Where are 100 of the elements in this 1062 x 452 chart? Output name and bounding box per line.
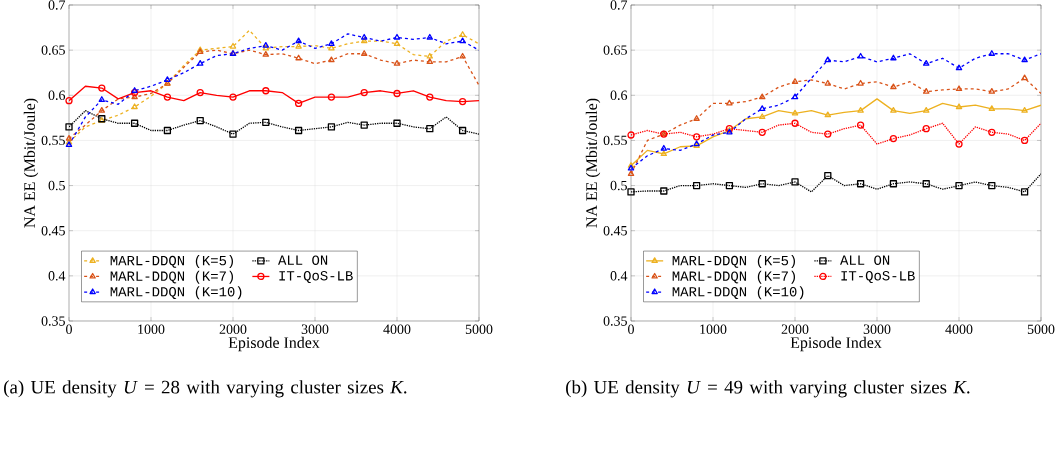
point (922, 125, 930, 133)
legend-label: MARL-DDQN (K=5) (110, 255, 233, 269)
point (196, 60, 204, 66)
point (327, 123, 336, 131)
point (791, 178, 799, 186)
point (988, 50, 996, 56)
legend-label: IT-QoS-LB (841, 271, 915, 284)
point (726, 99, 733, 106)
point (163, 93, 172, 101)
point (131, 87, 138, 93)
y-tick-label: 0.35 (603, 316, 627, 326)
point (693, 115, 700, 121)
y-tick-label: 0.45 (41, 225, 65, 236)
point (229, 93, 237, 101)
point (955, 140, 963, 148)
x-tick-label: 2000 (219, 324, 247, 334)
point (294, 99, 303, 108)
y-tick-label: 0.65 (41, 45, 65, 55)
point (294, 126, 303, 135)
point (824, 79, 832, 86)
point (65, 123, 73, 131)
point (824, 171, 832, 180)
point (692, 181, 701, 190)
point (360, 33, 368, 40)
y-tick-label: 0.6 (610, 90, 628, 101)
text: (a) UE density U = 28 with varying cluster sizes K. (4, 380, 407, 398)
point (98, 96, 106, 102)
point (131, 103, 138, 110)
legend-label: MARL-DDQN (K=7) (110, 270, 233, 284)
point (857, 79, 864, 86)
y-tick-label: 0.6 (48, 90, 66, 101)
point (791, 93, 799, 100)
point (360, 50, 368, 56)
point (922, 180, 930, 188)
y-tick-label: 0.35 (41, 316, 65, 326)
x-tick-label: 5000 (1027, 324, 1055, 334)
point (988, 88, 996, 94)
point (692, 133, 701, 141)
point (791, 119, 799, 127)
point (426, 33, 434, 40)
point (857, 52, 864, 59)
point (98, 84, 106, 92)
point (627, 170, 635, 176)
point (458, 97, 467, 106)
point (393, 40, 401, 46)
point (922, 106, 930, 113)
point (890, 106, 897, 113)
point (459, 37, 466, 44)
point (890, 83, 897, 90)
y-tick-label: 0.65 (603, 45, 627, 55)
y-axis-title: NA EE (Mbit/Joule) (23, 98, 39, 228)
y-tick-label: 0.4 (48, 271, 66, 281)
y-tick-label: 0.5 (610, 180, 627, 191)
x-tick-label: 0 (66, 324, 72, 334)
point (627, 188, 635, 196)
point (922, 88, 930, 94)
point (328, 56, 335, 63)
point (1021, 106, 1028, 113)
point (955, 64, 963, 71)
legend-label: ALL ON (840, 255, 890, 265)
point (988, 105, 996, 111)
point (262, 118, 270, 127)
point (988, 128, 996, 136)
point (262, 87, 270, 95)
x-tick-label: 1000 (700, 324, 727, 334)
x-axis-title: Episode Index (228, 336, 320, 352)
y-tick-label: 0.45 (603, 225, 627, 236)
point (1020, 188, 1029, 196)
point (660, 144, 668, 151)
point (426, 125, 434, 133)
point (856, 180, 865, 188)
point (459, 31, 466, 37)
point (360, 121, 368, 129)
y-tick-label: 0.5 (48, 180, 65, 191)
point (922, 60, 930, 66)
point (1021, 74, 1028, 81)
point (824, 130, 832, 138)
point (196, 88, 204, 97)
point (856, 121, 865, 129)
point (327, 93, 336, 101)
point (955, 181, 963, 190)
point (889, 180, 898, 188)
point (229, 42, 237, 49)
x-tick-label: 4000 (945, 324, 973, 334)
point (426, 93, 434, 101)
point (660, 187, 668, 195)
point (360, 88, 368, 97)
x-axis-title: Episode Index (790, 336, 882, 352)
point (758, 128, 766, 136)
point (295, 42, 302, 49)
y-tick-label: 0.7 (48, 0, 66, 10)
point (988, 181, 996, 190)
x-tick-label: 1000 (138, 324, 165, 334)
point (426, 52, 434, 59)
point (130, 88, 139, 97)
point (328, 40, 335, 46)
point (229, 130, 237, 138)
x-tick-label: 3000 (301, 324, 329, 334)
point (459, 52, 466, 59)
y-tick-label: 0.4 (610, 271, 628, 281)
